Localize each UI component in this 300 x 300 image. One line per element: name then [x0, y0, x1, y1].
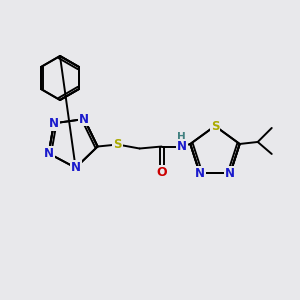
Text: N: N	[195, 167, 205, 179]
Text: H: H	[177, 131, 186, 142]
Text: O: O	[156, 166, 167, 179]
Text: N: N	[49, 117, 59, 130]
Text: S: S	[113, 138, 122, 151]
Text: N: N	[44, 147, 54, 160]
Text: N: N	[225, 167, 235, 179]
Text: S: S	[211, 119, 219, 133]
Text: N: N	[177, 140, 187, 153]
Text: N: N	[79, 112, 89, 125]
Text: N: N	[70, 161, 81, 174]
